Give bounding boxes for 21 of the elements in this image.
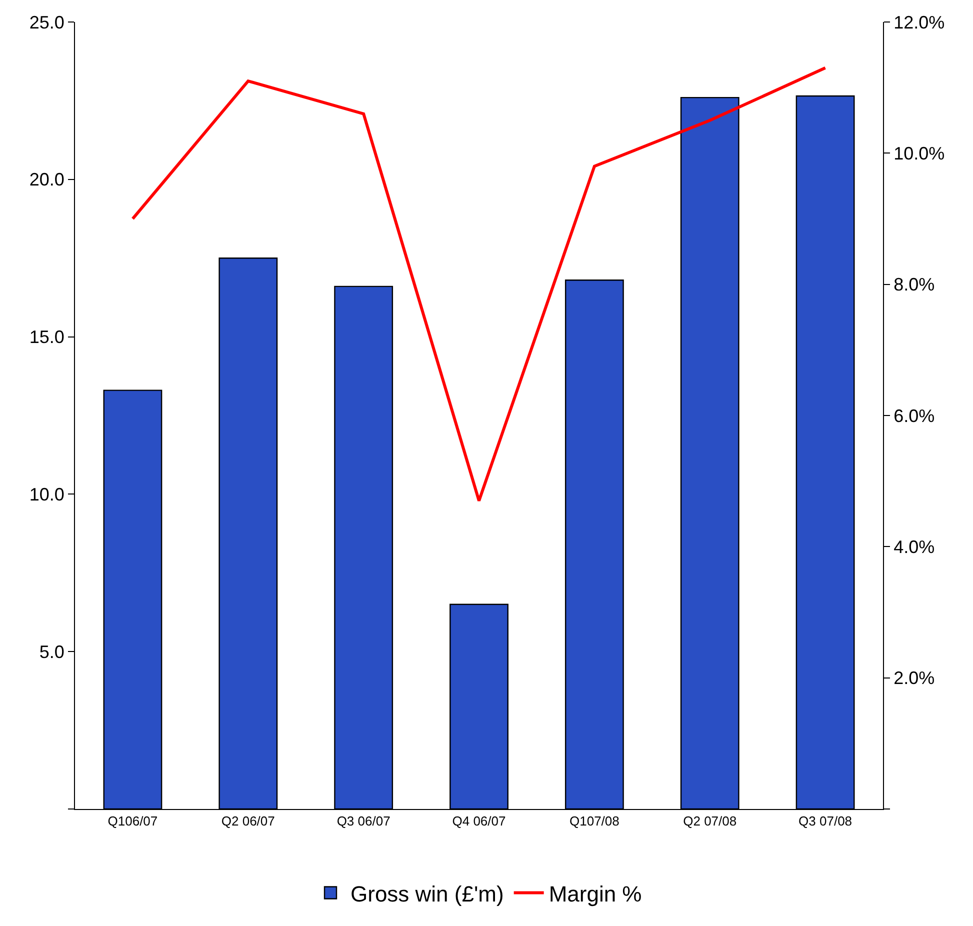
x-tick-label: Q3 06/07 xyxy=(336,814,390,829)
legend-label: Margin % xyxy=(548,881,642,906)
x-tick-label: Q2 06/07 xyxy=(221,814,275,829)
y2-tick-label: 10.0% xyxy=(894,143,945,164)
legend-label: Gross win (£'m) xyxy=(350,881,504,906)
y2-tick-label: 8.0% xyxy=(894,274,935,295)
y2-tick-label: 12.0% xyxy=(894,12,945,32)
y2-tick-label: 6.0% xyxy=(894,406,935,426)
y-tick-label: 10.0 xyxy=(29,484,64,504)
y2-tick-label: 4.0% xyxy=(894,536,935,557)
line-series xyxy=(131,66,827,502)
x-tick-label: Q3 07/08 xyxy=(798,814,852,829)
y-tick-label: 15.0 xyxy=(29,327,64,348)
x-tick-label: Q2 07/08 xyxy=(683,814,737,829)
x-tick-label: Q107/08 xyxy=(569,814,620,829)
x-tick-label: Q4 06/07 xyxy=(452,814,506,829)
y-tick-label: 20.0 xyxy=(29,170,64,190)
x-tick-label: Q106/07 xyxy=(108,814,158,829)
y-tick-label: 25.0 xyxy=(29,12,64,32)
y-tick-label: 5.0 xyxy=(39,642,64,662)
y2-tick-label: 2.0% xyxy=(894,668,935,688)
